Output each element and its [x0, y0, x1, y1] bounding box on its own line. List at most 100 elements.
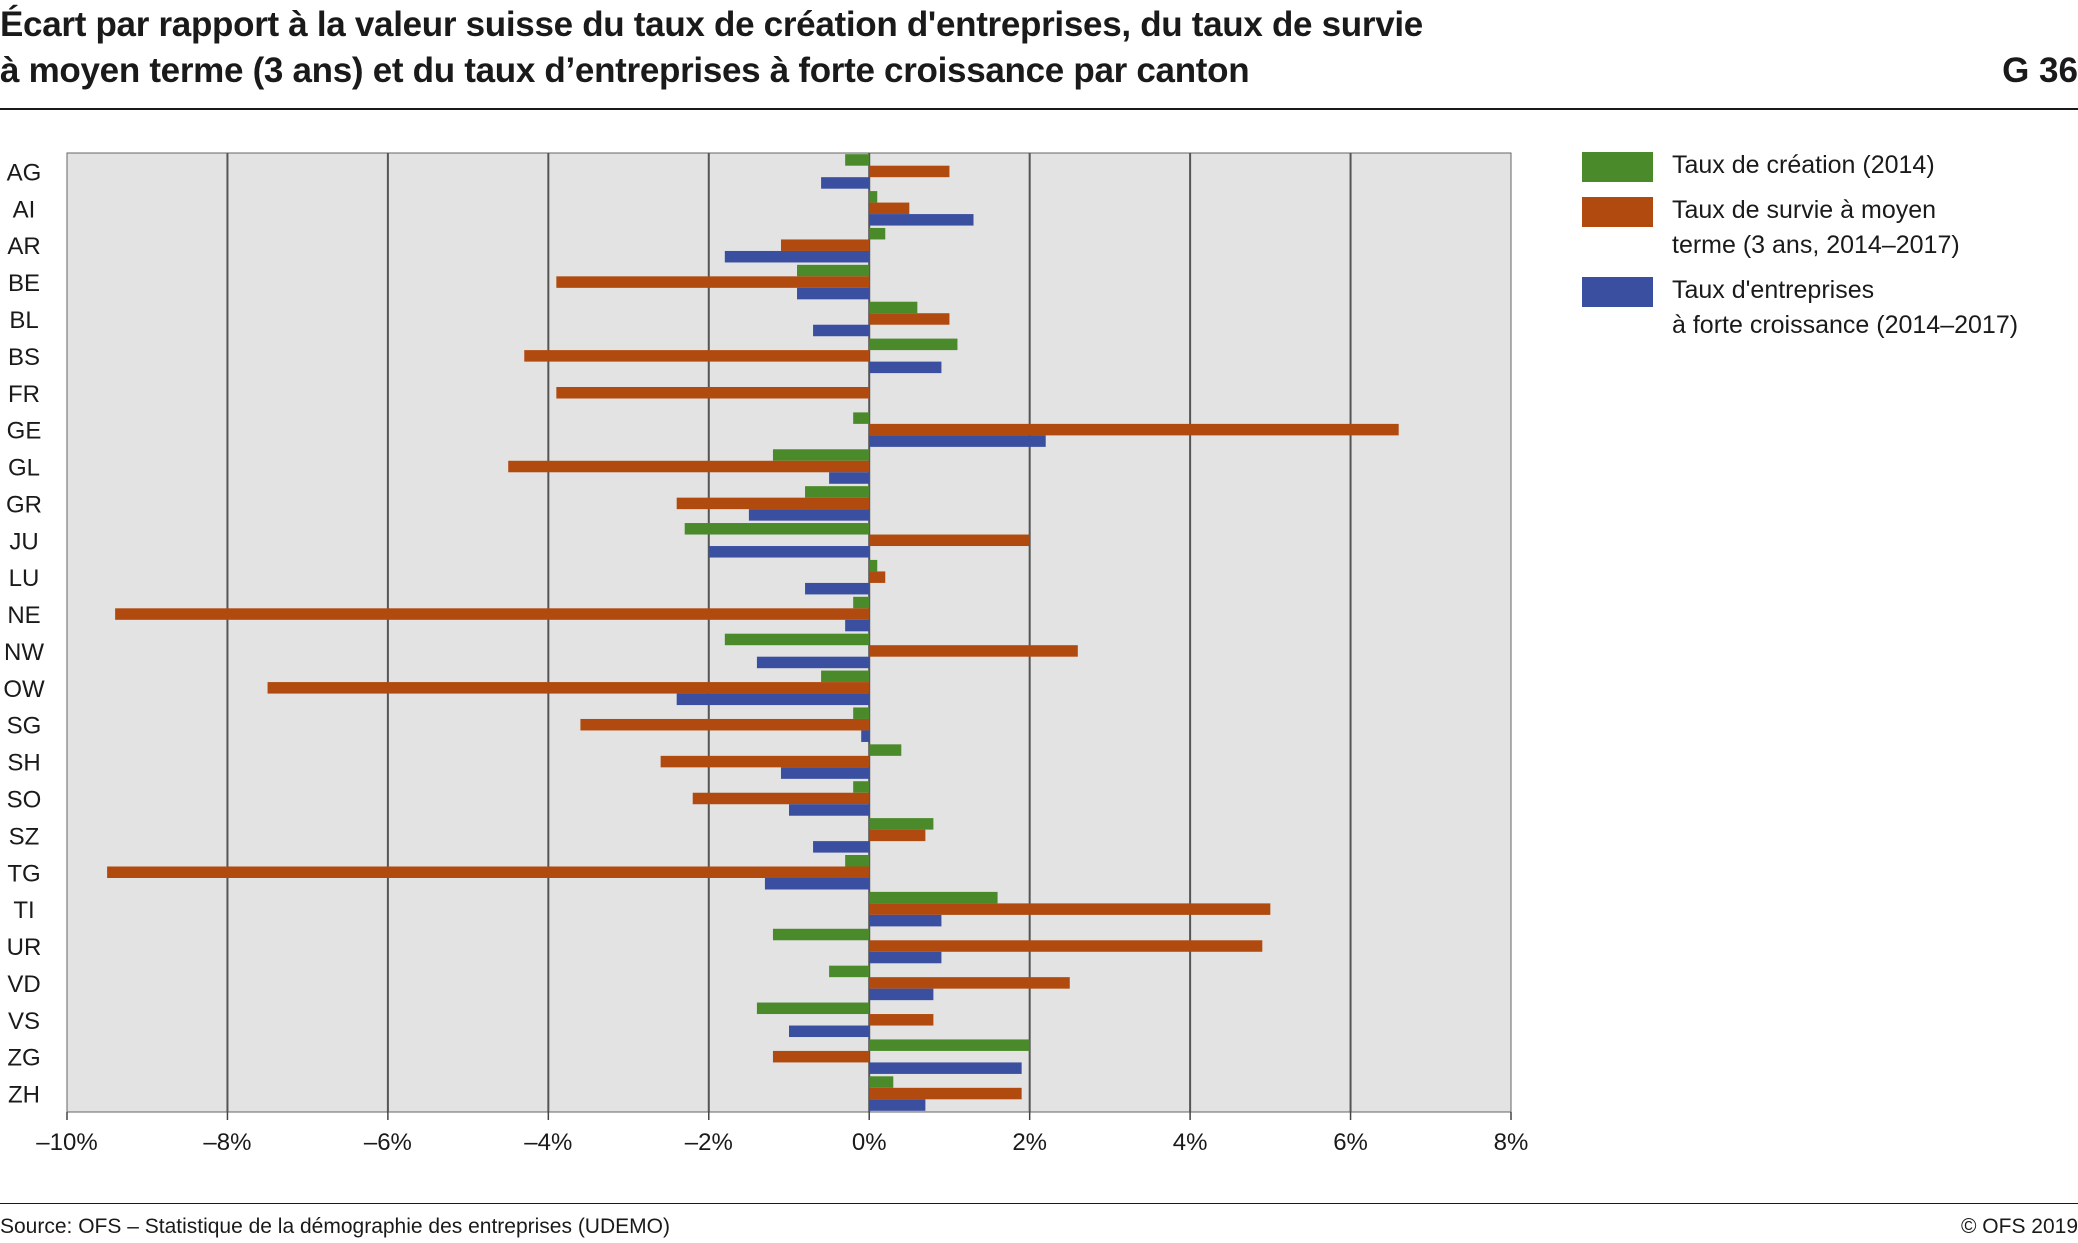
bar-bl-series-2	[813, 324, 870, 337]
bar-ur-series-0	[772, 928, 870, 941]
bar-fr-series-1	[556, 387, 870, 399]
bar-so-series-2	[789, 804, 870, 816]
bar-gr-series-1	[676, 497, 870, 510]
category-label: UR	[7, 934, 42, 961]
bar-ai-series-1	[869, 202, 910, 215]
legend: Taux de création (2014) Taux de survie à…	[1582, 148, 2062, 353]
bar-tg-series-0	[845, 855, 870, 867]
legend-swatch-survival	[1582, 197, 1653, 227]
bar-tg-series-2	[764, 878, 870, 890]
bar-ag-series-2	[821, 177, 870, 189]
bar-zh-series-0	[869, 1076, 894, 1088]
plot-area	[66, 152, 1512, 1113]
bar-lu-series-0	[869, 559, 878, 572]
category-label: SH	[7, 750, 40, 777]
bar-gl-series-2	[829, 472, 870, 484]
bar-sg-series-1	[580, 718, 870, 731]
bar-sz-series-0	[869, 818, 934, 830]
bar-so-series-1	[692, 792, 870, 805]
bar-gr-series-0	[805, 486, 870, 498]
bar-sg-series-0	[853, 707, 870, 719]
category-label: ZH	[8, 1082, 40, 1109]
category-label: SO	[7, 786, 42, 813]
bar-nw-series-2	[756, 656, 870, 669]
bar-ju-series-0	[684, 523, 870, 535]
title-divider	[0, 108, 2078, 110]
bar-ow-series-2	[676, 693, 870, 706]
category-label: GE	[7, 418, 42, 445]
chart-title-line-2: à moyen terme (3 ans) et du taux d’entre…	[0, 51, 1250, 90]
bar-zh-series-1	[869, 1087, 1022, 1100]
x-tick-label: 0%	[852, 1129, 887, 1156]
bar-ag-series-1	[869, 165, 950, 178]
bar-ur-series-1	[869, 940, 1263, 952]
x-tick-label: –10%	[36, 1129, 97, 1156]
source-note: Source: OFS – Statistique de la démograp…	[0, 1215, 670, 1238]
bar-gr-series-2	[748, 509, 870, 521]
bar-ju-series-2	[708, 546, 870, 558]
legend-item-creation: Taux de création (2014)	[1582, 148, 2062, 183]
bar-vs-series-1	[869, 1014, 934, 1026]
bar-zh-series-2	[869, 1099, 926, 1111]
category-label: GL	[8, 455, 40, 482]
bar-ag-series-0	[845, 154, 870, 166]
bar-gl-series-1	[508, 460, 870, 473]
bar-vd-series-2	[869, 988, 934, 1001]
x-tick-label: –8%	[203, 1129, 251, 1156]
bar-sz-series-1	[869, 829, 926, 842]
x-tick-label: –6%	[364, 1129, 412, 1156]
bar-ne-series-0	[853, 596, 870, 609]
legend-item-growth: Taux d'entreprises à forte croissance (2…	[1582, 273, 2062, 343]
copyright-note: © OFS 2019	[1960, 1215, 2078, 1238]
bar-ge-series-0	[853, 412, 870, 424]
x-tick-label: –4%	[524, 1129, 572, 1156]
category-label: BE	[8, 270, 40, 297]
bar-ne-series-2	[845, 619, 870, 632]
legend-label-growth-line-1: Taux d'entreprises	[1672, 276, 1875, 304]
legend-label-growth-line-2: à forte croissance (2014–2017)	[1672, 311, 2019, 339]
category-label: LU	[9, 565, 40, 592]
category-label: BL	[9, 307, 38, 334]
footer-divider	[0, 1203, 2078, 1204]
category-label: SZ	[9, 823, 40, 850]
bar-lu-series-2	[805, 582, 870, 595]
legend-label-survival-line-2: terme (3 ans, 2014–2017)	[1672, 231, 1960, 259]
bar-ju-series-1	[869, 534, 1030, 547]
bar-bl-series-1	[869, 313, 950, 325]
bar-so-series-0	[853, 781, 870, 793]
bar-vs-series-2	[789, 1025, 870, 1038]
category-label: AI	[13, 196, 36, 223]
bar-sz-series-2	[813, 841, 870, 853]
bar-lu-series-1	[869, 571, 886, 583]
bar-ar-series-0	[869, 227, 886, 240]
bar-zg-series-2	[869, 1062, 1022, 1074]
bar-ti-series-0	[869, 891, 998, 904]
legend-swatch-growth	[1582, 277, 1653, 307]
bar-ge-series-1	[869, 423, 1399, 436]
category-label: ZG	[7, 1045, 40, 1072]
category-labels: AG AI AR BE BL BS FR GE GL GR JU LU NE NW OW SG SH SO SZ TG…	[3, 159, 45, 1108]
x-tick-label: 6%	[1333, 1129, 1368, 1156]
bar-nw-series-0	[724, 633, 870, 646]
bar-ur-series-2	[869, 951, 942, 964]
bar-be-series-1	[556, 276, 870, 288]
category-label: AR	[7, 233, 40, 260]
chart-title: Écart par rapport à la valeur suisse du …	[0, 2, 1600, 94]
bar-be-series-2	[797, 287, 870, 300]
legend-item-survival: Taux de survie à moyen terme (3 ans, 201…	[1582, 193, 2062, 263]
bar-ar-series-1	[780, 239, 870, 251]
x-tick-label: 2%	[1012, 1129, 1047, 1156]
category-label: BS	[8, 344, 40, 371]
bar-bs-series-1	[524, 350, 870, 362]
bar-ai-series-0	[869, 191, 878, 203]
bar-zg-series-1	[772, 1050, 870, 1063]
bar-bs-series-2	[869, 361, 942, 374]
bar-sh-series-2	[780, 767, 870, 779]
category-label: JU	[9, 528, 38, 555]
bar-nw-series-1	[869, 645, 1078, 657]
x-tick-labels: –10% –8% –6% –4% –2% 0% 2% 4% 6% 8%	[36, 1112, 1528, 1156]
bar-ti-series-1	[869, 903, 1271, 915]
category-label: TI	[13, 897, 34, 924]
bar-zg-series-0	[869, 1039, 1030, 1051]
chart-id: G 36	[2002, 51, 2078, 90]
